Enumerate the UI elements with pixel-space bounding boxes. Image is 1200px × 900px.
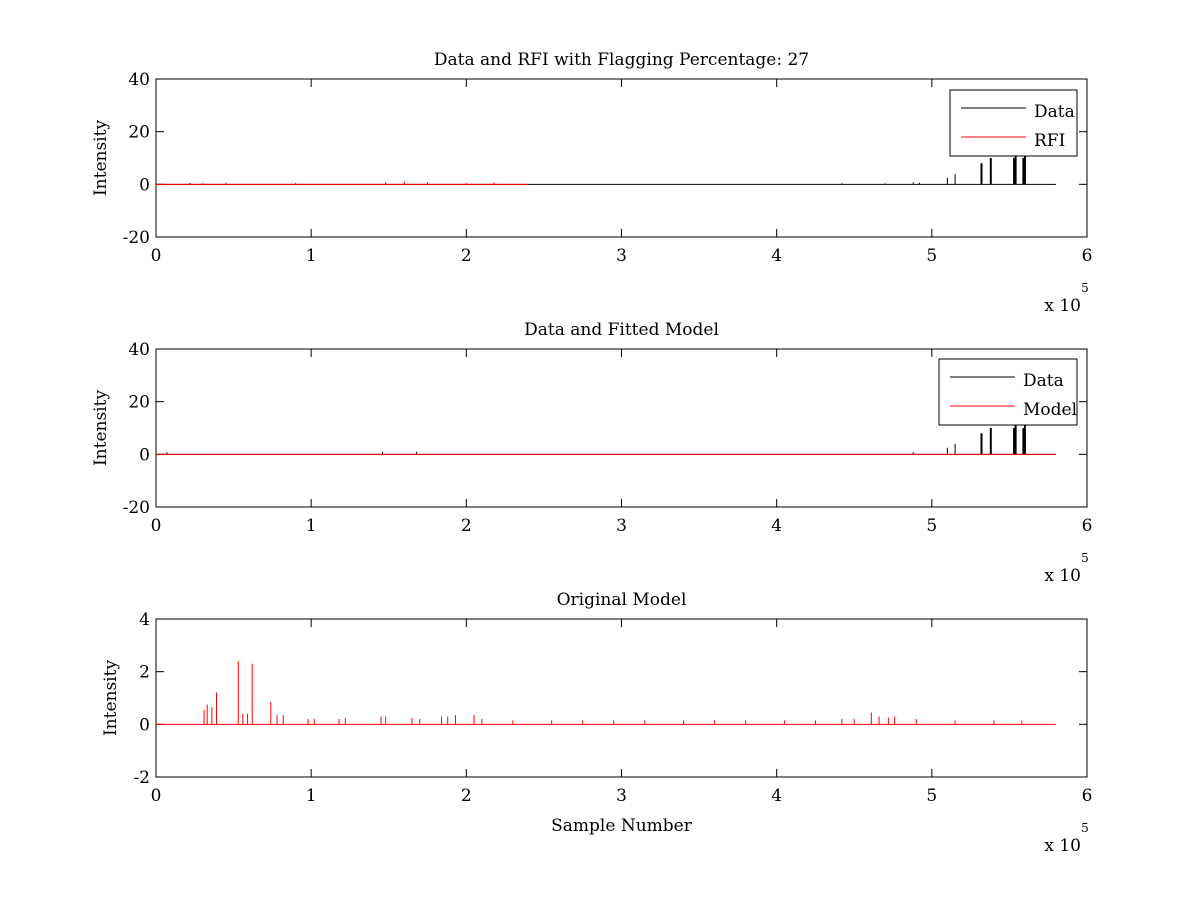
x-tick-label: 4 (771, 516, 782, 536)
x-tick-label: 2 (461, 786, 472, 806)
x-tick-label: 6 (1082, 786, 1093, 806)
x-tick-label: 5 (926, 786, 937, 806)
y-tick-label: -20 (123, 498, 150, 518)
x-tick-label: 1 (306, 516, 317, 536)
x-multiplier-exponent: 5 (1081, 281, 1089, 295)
axes-frame (155, 348, 1088, 508)
x-tick-label: 3 (616, 516, 627, 536)
x-tick-label: 2 (461, 246, 472, 266)
y-axis-label: Intensity (91, 390, 111, 466)
y-tick-label: 0 (139, 445, 150, 465)
y-tick-label: -20 (123, 228, 150, 248)
x-multiplier-label: x 10 (1044, 836, 1081, 856)
y-tick-label: 0 (139, 175, 150, 195)
plot-title: Data and RFI with Flagging Percentage: 2… (434, 50, 809, 70)
legend-label: Data (1023, 371, 1064, 391)
x-multiplier-label: x 10 (1044, 566, 1081, 586)
legend-label: RFI (1034, 131, 1065, 151)
x-axis-label: Sample Number (551, 816, 693, 836)
x-tick-label: 0 (151, 246, 162, 266)
y-tick-label: 4 (139, 610, 150, 630)
x-tick-label: 5 (926, 516, 937, 536)
y-tick-label: 20 (128, 123, 150, 143)
x-tick-label: 0 (151, 786, 162, 806)
x-tick-label: 3 (616, 246, 627, 266)
y-tick-label: 40 (128, 340, 150, 360)
x-tick-label: 2 (461, 516, 472, 536)
plot-1: Data RFI (155, 78, 1088, 238)
axes-frame (155, 78, 1088, 238)
y-tick-label: 2 (139, 663, 150, 683)
x-tick-label: 5 (926, 246, 937, 266)
y-axis-label: Intensity (91, 120, 111, 196)
y-tick-label: -2 (133, 768, 150, 788)
plot-2: Data Model (155, 348, 1088, 508)
x-multiplier-label: x 10 (1044, 296, 1081, 316)
y-tick-label: 40 (128, 70, 150, 90)
x-tick-label: 4 (771, 786, 782, 806)
y-axis-label: Intensity (101, 660, 121, 736)
y-tick-label: 0 (139, 715, 150, 735)
x-tick-label: 0 (151, 516, 162, 536)
legend-label: Model (1023, 400, 1077, 420)
legend-label: Data (1034, 102, 1075, 122)
x-multiplier-exponent: 5 (1081, 821, 1089, 835)
x-tick-label: 1 (306, 246, 317, 266)
plot-3 (155, 618, 1088, 778)
legend: Data RFI (949, 89, 1078, 157)
x-multiplier-exponent: 5 (1081, 551, 1089, 565)
x-tick-label: 1 (306, 786, 317, 806)
plot-title: Data and Fitted Model (524, 320, 719, 340)
plot-title: Original Model (557, 590, 687, 610)
x-tick-label: 3 (616, 786, 627, 806)
legend-box (938, 358, 1078, 426)
axes-frame (155, 618, 1088, 778)
legend-box (949, 89, 1078, 157)
legend: Data Model (938, 358, 1078, 426)
x-tick-label: 6 (1082, 516, 1093, 536)
x-tick-label: 4 (771, 246, 782, 266)
y-tick-label: 20 (128, 393, 150, 413)
x-tick-label: 6 (1082, 246, 1093, 266)
